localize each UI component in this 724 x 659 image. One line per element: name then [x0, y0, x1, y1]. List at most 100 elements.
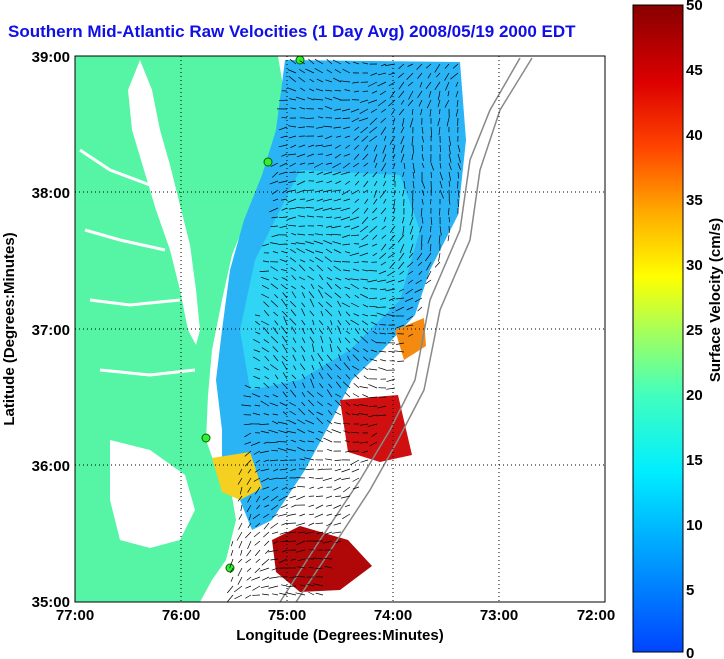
velocity-vector	[382, 153, 387, 163]
velocity-vector	[411, 135, 414, 146]
velocity-vector	[318, 372, 324, 380]
velocity-vector	[394, 350, 405, 353]
velocity-vector	[306, 198, 315, 202]
velocity-vector	[295, 96, 306, 101]
velocity-vector	[254, 404, 261, 407]
velocity-vector	[380, 63, 387, 67]
velocity-vector	[350, 319, 360, 326]
velocity-vector	[367, 279, 378, 283]
velocity-vector	[308, 58, 315, 65]
velocity-vector	[322, 198, 333, 202]
velocity-vector	[271, 189, 279, 195]
velocity-vector	[371, 216, 378, 221]
velocity-vector	[290, 309, 297, 317]
velocity-vector	[430, 198, 432, 205]
velocity-vector	[315, 144, 324, 147]
velocity-vector	[264, 355, 270, 362]
velocity-vector	[309, 310, 315, 317]
velocity-vector	[261, 347, 270, 353]
velocity-vector	[278, 126, 288, 131]
velocity-vector	[439, 189, 444, 199]
velocity-vector	[376, 312, 387, 317]
velocity-vector	[359, 423, 369, 426]
velocity-vector	[381, 162, 387, 172]
velocity-vector	[417, 261, 423, 267]
velocity-vector	[352, 61, 360, 65]
velocity-vector	[286, 540, 297, 543]
y-axis-label: Latitude (Degrees:Minutes)	[1, 232, 18, 425]
velocity-vector	[313, 557, 324, 560]
velocity-vector	[243, 395, 252, 398]
velocity-vector	[455, 90, 459, 98]
velocity-vector	[337, 300, 342, 308]
velocity-vector	[448, 216, 450, 223]
velocity-vector	[345, 144, 351, 149]
velocity-vector	[400, 99, 405, 105]
velocity-vector	[282, 411, 288, 416]
velocity-vector	[269, 441, 279, 444]
velocity-vector	[281, 153, 288, 157]
velocity-vector	[307, 275, 315, 281]
velocity-vector	[363, 180, 369, 188]
velocity-vector	[322, 144, 333, 148]
velocity-vector	[444, 63, 450, 69]
velocity-vector	[368, 297, 378, 300]
velocity-vector	[247, 468, 252, 474]
velocity-vector	[334, 153, 342, 159]
velocity-vector	[417, 90, 423, 98]
velocity-vector	[379, 189, 387, 199]
velocity-vector	[334, 468, 342, 472]
velocity-vector	[362, 304, 369, 308]
velocity-vector	[403, 180, 406, 189]
velocity-vector	[353, 153, 360, 160]
velocity-vector	[318, 361, 324, 371]
velocity-vector	[393, 189, 396, 196]
velocity-vector	[380, 117, 387, 123]
velocity-vector	[273, 540, 279, 544]
velocity-vector	[288, 486, 297, 490]
velocity-vector	[372, 234, 378, 240]
velocity-vector	[270, 300, 279, 308]
velocity-vector	[439, 207, 441, 216]
velocity-vector	[264, 376, 270, 380]
velocity-vector	[299, 69, 306, 74]
velocity-vector	[412, 171, 415, 179]
velocity-vector	[269, 459, 279, 462]
velocity-vector	[305, 419, 315, 425]
velocity-vector	[344, 286, 351, 290]
velocity-vector	[360, 459, 369, 463]
velocity-vector	[341, 189, 351, 196]
velocity-vector	[309, 327, 315, 335]
velocity-vector	[259, 567, 270, 572]
velocity-vector	[388, 297, 396, 301]
velocity-vector	[263, 366, 270, 371]
velocity-vector	[229, 567, 234, 574]
velocity-vector	[392, 153, 396, 160]
velocity-vector	[335, 540, 342, 544]
velocity-vector	[409, 243, 414, 254]
velocity-vector	[398, 81, 405, 90]
velocity-vector	[290, 144, 297, 149]
velocity-vector	[268, 477, 279, 481]
velocity-vector	[299, 107, 306, 110]
velocity-vector	[315, 477, 324, 480]
velocity-vector	[299, 60, 306, 65]
velocity-vector	[273, 468, 279, 472]
velocity-vector	[405, 324, 414, 327]
velocity-vector	[383, 198, 387, 204]
velocity-vector	[379, 350, 387, 353]
velocity-vector	[273, 354, 279, 362]
velocity-vector	[343, 126, 351, 129]
velocity-vector	[263, 522, 270, 530]
velocity-vector	[314, 567, 324, 570]
velocity-vector	[236, 531, 243, 541]
velocity-vector	[298, 264, 306, 272]
velocity-vector	[327, 267, 333, 272]
velocity-vector	[425, 81, 432, 90]
velocity-vector	[300, 87, 306, 92]
velocity-vector	[430, 225, 432, 233]
river-1	[79, 148, 196, 377]
velocity-vector	[359, 386, 369, 389]
depth-contour	[279, 57, 533, 602]
velocity-vector	[371, 90, 378, 94]
